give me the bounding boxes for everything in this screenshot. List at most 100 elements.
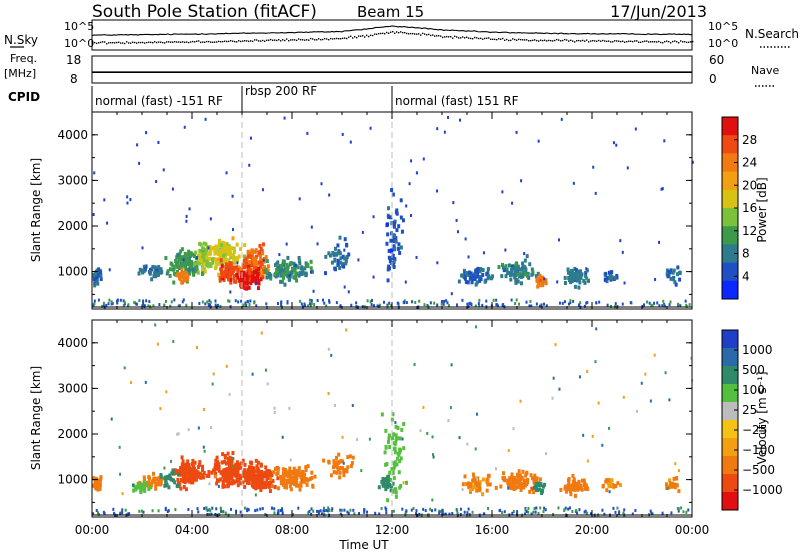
scatter-cell xyxy=(286,471,290,476)
scatter-cell xyxy=(336,243,340,248)
ground-scatter-cell xyxy=(440,302,443,306)
scatter-cell xyxy=(615,275,619,280)
scatter-cell xyxy=(276,266,280,271)
ground-scatter-cell xyxy=(96,511,99,515)
scatter-cell xyxy=(566,483,570,488)
scatter-cell xyxy=(241,281,245,286)
ground-scatter-cell xyxy=(668,303,671,307)
nsearch-point xyxy=(650,41,652,43)
colorbar-tick-label: −100 xyxy=(742,443,775,457)
isolated-cell xyxy=(126,195,129,199)
ground-scatter-cell xyxy=(477,302,480,306)
ground-scatter-cell xyxy=(264,512,267,516)
scatter-cell xyxy=(204,242,208,247)
scatter-cell xyxy=(385,222,389,227)
ground-scatter-cell xyxy=(370,298,373,302)
noise-tick-right-low: 10^0 xyxy=(708,37,738,50)
ground-scatter-cell xyxy=(113,511,116,515)
scatter-cell xyxy=(261,483,265,488)
nsearch-point xyxy=(376,33,378,35)
scatter-cell xyxy=(205,473,209,478)
scatter-cell xyxy=(286,264,290,269)
nsearch-point xyxy=(308,39,310,41)
nsearch-point xyxy=(472,37,474,40)
ground-scatter-cell xyxy=(542,510,545,514)
scatter-cell xyxy=(392,461,396,466)
nsearch-point xyxy=(540,39,542,41)
ground-scatter-cell xyxy=(138,509,141,513)
nave-point xyxy=(218,71,220,73)
scatter-cell xyxy=(279,279,283,284)
ground-scatter-cell xyxy=(255,304,258,308)
isolated-cell xyxy=(674,462,677,466)
x-tick-label: 20:00 xyxy=(575,523,610,537)
ground-scatter-cell xyxy=(643,303,646,307)
scatter-cell xyxy=(607,270,611,275)
scatter-cell xyxy=(214,260,218,265)
nsearch-point xyxy=(638,41,640,43)
scatter-cell xyxy=(228,455,232,460)
isolated-cell xyxy=(372,215,375,219)
nsearch-point xyxy=(350,35,352,37)
scatter-cell xyxy=(532,480,536,485)
nsearch-point xyxy=(576,40,578,42)
nsearch-point xyxy=(612,41,614,43)
scatter-cell xyxy=(519,281,523,286)
nave-point xyxy=(491,71,493,73)
scatter-cell xyxy=(609,276,613,281)
scatter-cell xyxy=(227,472,231,477)
nsearch-point xyxy=(526,39,528,41)
scatter-cell xyxy=(189,262,193,267)
nsearch-point xyxy=(310,37,312,40)
scatter-cell xyxy=(93,283,97,288)
nave-point xyxy=(512,71,514,73)
nsearch-label: N.Search xyxy=(745,27,799,41)
nsearch-point xyxy=(644,40,646,42)
colorbar-swatch xyxy=(722,135,738,154)
isolated-cell xyxy=(141,246,144,250)
nsearch-point xyxy=(398,31,400,34)
scatter-cell xyxy=(387,474,391,479)
scatter-cell xyxy=(137,482,141,487)
ground-scatter-cell xyxy=(461,298,464,302)
isolated-cell xyxy=(537,139,540,143)
scatter-cell xyxy=(292,466,296,471)
scatter-cell xyxy=(242,273,246,278)
scatter-cell xyxy=(510,266,514,271)
nave-point xyxy=(395,71,397,73)
scatter-cell xyxy=(283,472,287,477)
scatter-cell xyxy=(149,485,153,490)
isolated-cell xyxy=(443,130,446,134)
scatter-cell xyxy=(461,482,465,487)
scatter-cell xyxy=(281,268,285,273)
ground-scatter-cell xyxy=(431,509,434,513)
nsearch-point xyxy=(440,35,442,37)
scatter-cell xyxy=(224,269,228,274)
scatter-cell xyxy=(186,277,190,282)
isolated-cell xyxy=(520,179,523,183)
scatter-cell xyxy=(159,474,163,479)
scatter-cell xyxy=(534,274,538,279)
scatter-cell xyxy=(175,255,179,260)
scatter-cell xyxy=(176,260,180,265)
nsearch-point xyxy=(666,40,668,42)
scatter-cell xyxy=(150,277,154,282)
ground-scatter-cell xyxy=(444,512,447,516)
scatter-cell xyxy=(311,483,315,488)
freq-unit-label: [MHz] xyxy=(4,67,36,80)
isolated-cell xyxy=(360,469,363,473)
colorbar-swatch xyxy=(722,153,738,173)
scatter-cell xyxy=(391,470,395,475)
isolated-cell xyxy=(404,280,407,284)
scatter-cell xyxy=(187,462,191,467)
scatter-cell xyxy=(475,274,479,279)
scatter-cell xyxy=(193,261,197,266)
nave-point xyxy=(293,71,295,73)
nsearch-point xyxy=(300,39,302,41)
scatter-cell xyxy=(664,482,668,487)
scatter-cell xyxy=(185,466,189,471)
scatter-cell xyxy=(204,248,208,253)
scatter-cell xyxy=(229,277,233,282)
scatter-cell xyxy=(468,485,472,490)
nave-point xyxy=(410,71,412,73)
